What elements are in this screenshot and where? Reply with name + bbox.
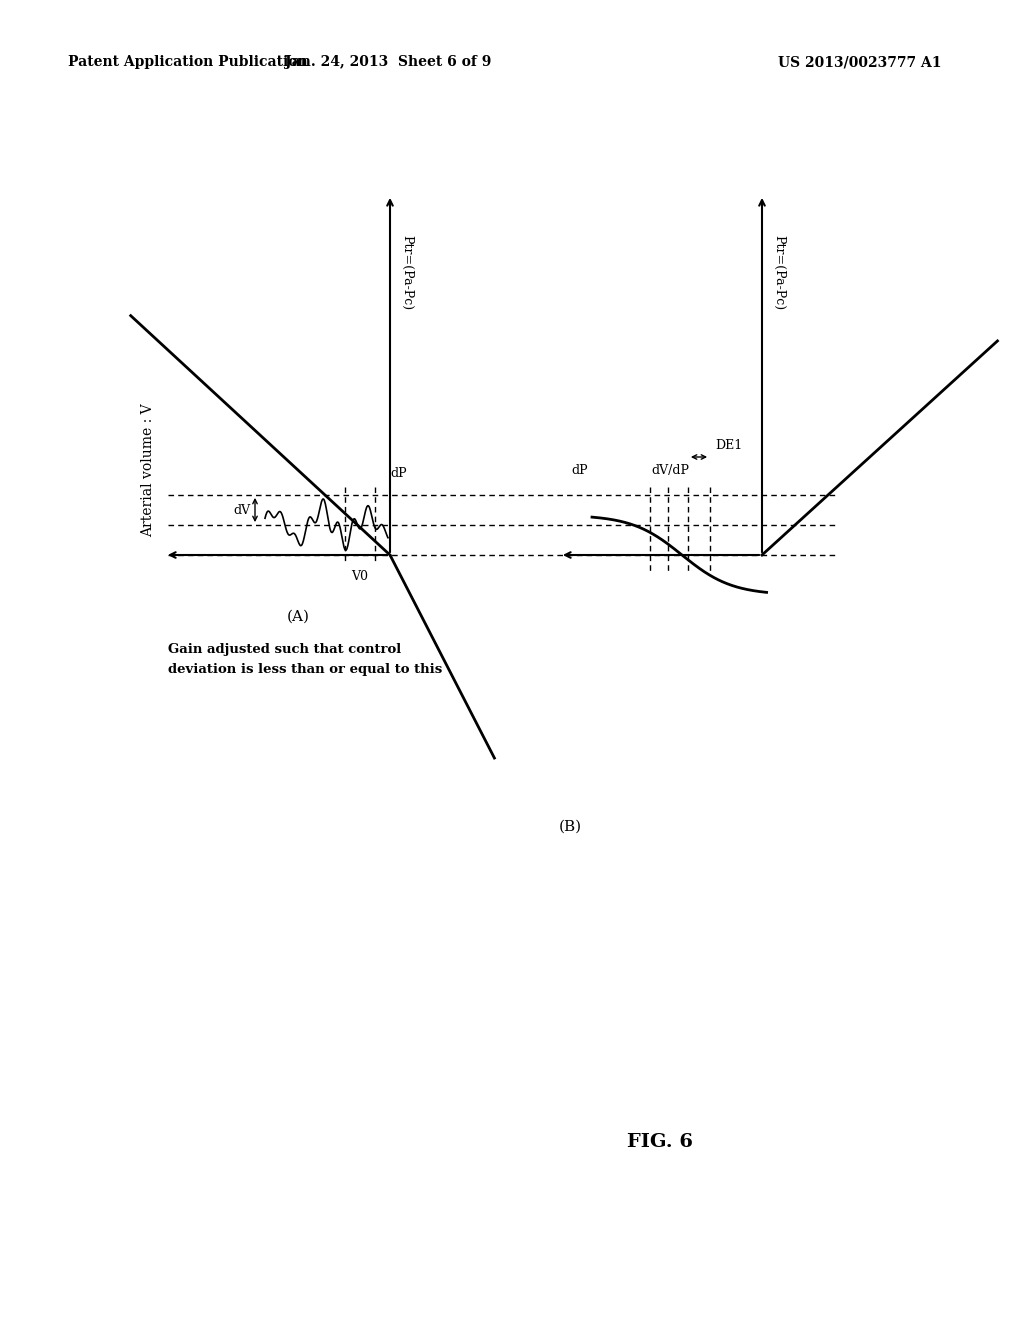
Text: dV: dV [232, 503, 250, 516]
Text: (B): (B) [558, 820, 582, 834]
Text: FIG. 6: FIG. 6 [627, 1133, 693, 1151]
Text: Ptr=(Pa-Pc): Ptr=(Pa-Pc) [772, 235, 785, 310]
Text: DE1: DE1 [715, 440, 742, 451]
Text: dP: dP [571, 465, 589, 477]
Text: (A): (A) [287, 610, 309, 624]
Text: V0: V0 [351, 570, 369, 583]
Text: Gain adjusted such that control: Gain adjusted such that control [168, 643, 401, 656]
Text: Jan. 24, 2013  Sheet 6 of 9: Jan. 24, 2013 Sheet 6 of 9 [285, 55, 492, 69]
Text: Patent Application Publication: Patent Application Publication [68, 55, 307, 69]
Text: dP: dP [390, 467, 407, 480]
Text: US 2013/0023777 A1: US 2013/0023777 A1 [778, 55, 942, 69]
Text: deviation is less than or equal to this: deviation is less than or equal to this [168, 663, 442, 676]
Text: Ptr=(Pa-Pc): Ptr=(Pa-Pc) [400, 235, 413, 310]
Text: dV/dP: dV/dP [651, 465, 689, 477]
Text: Arterial volume : V: Arterial volume : V [141, 403, 155, 537]
